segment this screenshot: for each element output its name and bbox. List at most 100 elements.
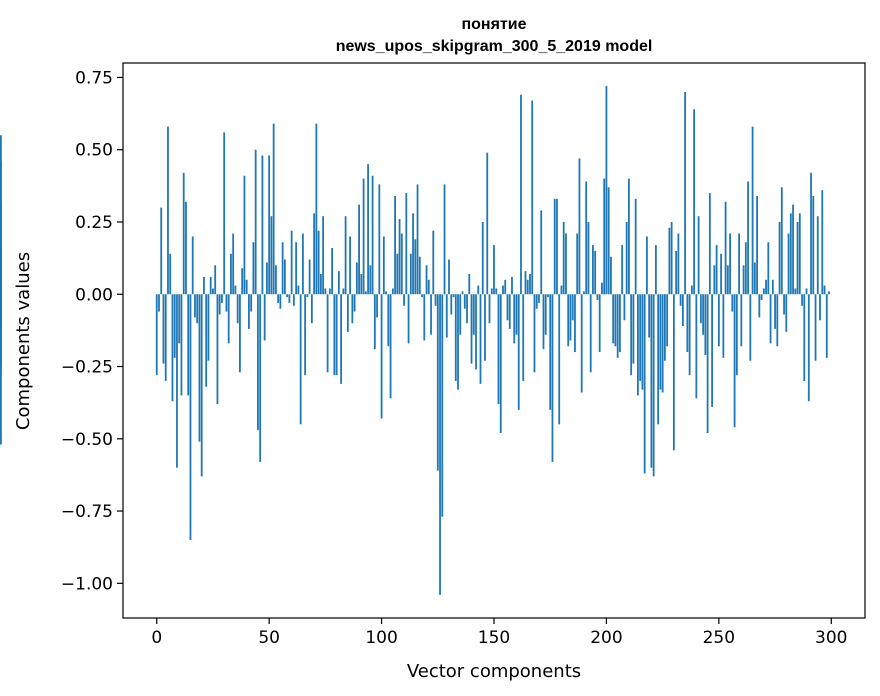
bar-152 xyxy=(497,294,500,405)
bar-16 xyxy=(191,236,194,295)
bar-23 xyxy=(207,294,210,361)
bar-40 xyxy=(245,279,248,295)
bar-132 xyxy=(452,294,455,298)
bar-271 xyxy=(765,279,767,295)
bar-168 xyxy=(533,294,536,373)
bar-77 xyxy=(328,288,331,295)
bar-221 xyxy=(652,294,655,477)
bar-102 xyxy=(385,291,387,295)
bar-43 xyxy=(252,242,255,295)
bar-233 xyxy=(679,294,682,306)
bar-3 xyxy=(162,294,165,364)
bar-299 xyxy=(828,291,830,295)
bar-259 xyxy=(738,233,740,295)
bar-86 xyxy=(349,236,351,295)
bar-252 xyxy=(722,294,725,358)
bar-71 xyxy=(315,123,318,295)
bar-66 xyxy=(304,294,307,376)
bar-171 xyxy=(540,210,543,295)
bar-38 xyxy=(241,268,244,295)
bar-298 xyxy=(825,294,828,358)
bar-72 xyxy=(317,230,320,295)
bar-14 xyxy=(187,294,190,396)
bar-118 xyxy=(421,294,423,298)
bar-153 xyxy=(499,294,502,433)
bar-147 xyxy=(486,152,489,295)
bar-undefined xyxy=(0,239,2,295)
bar-196 xyxy=(596,294,599,301)
bar-278 xyxy=(780,187,783,295)
bar-255 xyxy=(729,233,731,295)
bar-74 xyxy=(322,216,325,295)
bar-112 xyxy=(407,294,410,344)
bar-101 xyxy=(382,236,385,295)
bar-13 xyxy=(185,201,187,295)
bar-244 xyxy=(704,294,707,355)
bar-207 xyxy=(621,245,624,295)
bar-179 xyxy=(558,294,561,425)
bar-204 xyxy=(614,294,617,347)
bar-54 xyxy=(277,294,280,303)
bar-226 xyxy=(663,294,666,361)
bar-33 xyxy=(230,253,232,295)
bar-142 xyxy=(475,294,477,370)
bar-287 xyxy=(801,294,803,306)
bar-280 xyxy=(785,294,788,332)
bar-210 xyxy=(628,178,630,295)
bar-198 xyxy=(601,282,603,295)
bar-35 xyxy=(234,285,237,295)
bar-129 xyxy=(445,294,448,338)
bar-269 xyxy=(760,294,763,301)
bar-124 xyxy=(434,294,437,306)
bar-277 xyxy=(778,221,781,295)
bar-2 xyxy=(160,207,163,295)
bar-201 xyxy=(607,187,610,295)
bar-151 xyxy=(495,288,498,295)
bar-80 xyxy=(335,294,338,376)
bar-260 xyxy=(740,294,743,347)
bar-178 xyxy=(556,198,558,295)
plot-frame xyxy=(122,62,866,619)
bar-270 xyxy=(762,288,765,295)
bar-155 xyxy=(504,279,507,295)
bar-253 xyxy=(724,201,727,295)
bar-128 xyxy=(443,184,446,295)
bar-15 xyxy=(189,294,192,540)
bar-185 xyxy=(571,294,574,321)
bar-78 xyxy=(331,248,334,295)
bar-230 xyxy=(672,294,675,451)
bar-248 xyxy=(713,265,716,295)
bar-126 xyxy=(439,294,441,595)
bar-264 xyxy=(749,294,752,361)
bar-223 xyxy=(657,294,660,425)
bar-47 xyxy=(261,155,264,295)
bar-94 xyxy=(367,164,369,295)
x-tick-label: 100 xyxy=(365,628,397,648)
bar-149 xyxy=(490,288,493,295)
bar-8 xyxy=(173,294,176,358)
bar-100 xyxy=(380,294,383,419)
bar-41 xyxy=(248,294,250,329)
bar-202 xyxy=(610,256,612,295)
bar-177 xyxy=(553,198,556,295)
bar-180 xyxy=(560,285,563,295)
bar-107 xyxy=(396,253,399,295)
bar-141 xyxy=(472,294,475,335)
bar-148 xyxy=(488,294,491,324)
bars-group xyxy=(0,86,830,595)
y-tick-label: 0.75 xyxy=(75,68,113,88)
bar-138 xyxy=(466,294,468,324)
bar-88 xyxy=(353,294,356,312)
bar-130 xyxy=(448,259,450,295)
bar-0 xyxy=(155,294,158,376)
bar-276 xyxy=(776,294,779,347)
bar-87 xyxy=(351,294,354,324)
bar-36 xyxy=(236,294,239,324)
bar-288 xyxy=(803,294,806,381)
bar-242 xyxy=(699,294,702,324)
bar-183 xyxy=(567,294,570,347)
bar-67 xyxy=(306,294,309,298)
bar-236 xyxy=(686,294,689,353)
bar-209 xyxy=(625,221,628,295)
bar-167 xyxy=(531,100,534,295)
